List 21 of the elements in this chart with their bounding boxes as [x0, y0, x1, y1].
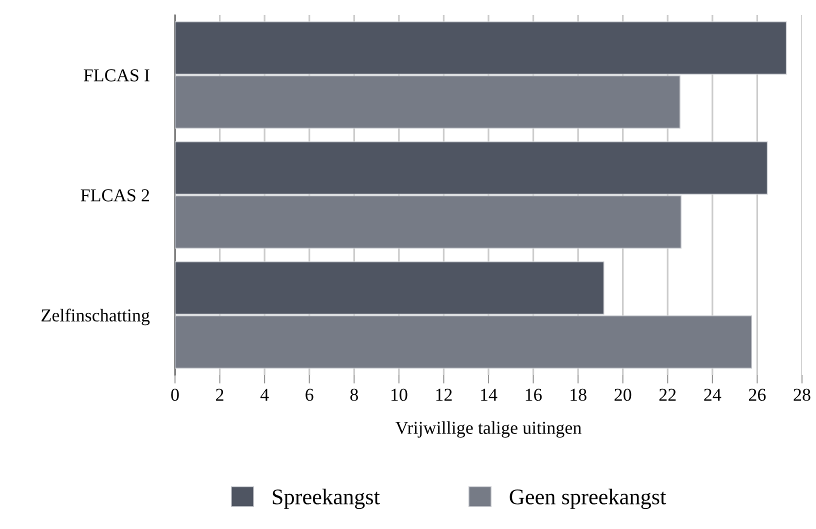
x-tick-label: 16 [526, 388, 542, 401]
x-tick-label: 22 [659, 388, 676, 401]
x-tick-label: 26 [748, 388, 766, 401]
x-tick-label: 24 [704, 388, 722, 401]
x-tick-label: 6 [306, 388, 314, 401]
x-tick-label: 2 [216, 388, 224, 401]
x-tick-label: 20 [614, 388, 632, 401]
y-tick-label: FLCAS I [84, 69, 150, 82]
x-tick-label: 18 [570, 388, 586, 401]
legend-label: Spreekangst [272, 488, 380, 509]
y-tick-label: Zelfinschatting [42, 308, 150, 326]
x-tick-label: 4 [260, 388, 269, 401]
x-tick-label: 12 [436, 388, 452, 401]
x-tick-label: 14 [481, 388, 498, 401]
x-axis-title: Vrijwillige talige uitingen [395, 421, 582, 438]
x-tick-label: 0 [171, 388, 179, 401]
y-tick-label: FLCAS 2 [80, 189, 150, 202]
legend-label: Geen spreekangst [510, 488, 666, 509]
x-tick-label: 10 [391, 388, 408, 401]
x-tick-label: 28 [794, 388, 810, 401]
x-tick-label: 8 [350, 388, 358, 401]
